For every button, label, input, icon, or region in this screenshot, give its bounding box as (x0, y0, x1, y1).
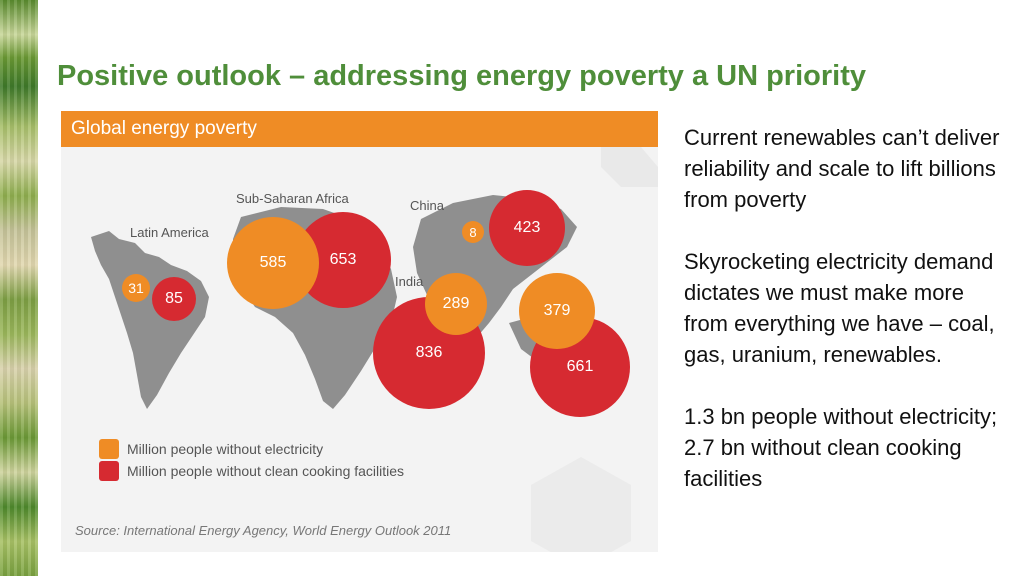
latin-america-shape (91, 231, 209, 409)
bubble-latin-america-electricity: 31 (122, 274, 150, 302)
infographic-title: Global energy poverty (71, 118, 257, 139)
legend-electricity: Million people without electricity (99, 439, 323, 459)
note-statistics: 1.3 bn people without electricity; 2.7 b… (684, 404, 998, 491)
label-latin-america: Latin America (130, 225, 209, 240)
legend-swatch-orange (99, 439, 119, 459)
bubble-china-electricity: 8 (462, 221, 484, 243)
notes-panel: Current renewables can’t deliver reliabi… (684, 122, 1004, 525)
note-renewables: Current renewables can’t deliver reliabi… (684, 125, 1000, 212)
infographic: Global energy poverty Latin America Sub-… (61, 111, 658, 552)
bubble-china-cooking: 423 (489, 190, 565, 266)
bubble-latin-america-cooking: 85 (152, 277, 196, 321)
decor-hexagon (531, 457, 631, 552)
legend-electricity-label: Million people without electricity (127, 441, 324, 457)
bubble-africa-electricity: 585 (227, 217, 319, 309)
infographic-header: Global energy poverty (61, 111, 658, 147)
slide-title: Positive outlook – addressing energy pov… (57, 60, 866, 92)
bubble-india-electricity: 289 (425, 273, 487, 335)
label-china: China (410, 198, 444, 213)
label-india: India (395, 274, 424, 289)
legend-swatch-red (99, 461, 119, 481)
legend-cooking: Million people without clean cooking fac… (99, 461, 404, 481)
label-sub-saharan-africa: Sub-Saharan Africa (236, 191, 349, 206)
note-demand: Skyrocketing electricity demand dictates… (684, 249, 995, 367)
legend-cooking-label: Million people without clean cooking fac… (127, 463, 405, 479)
decor-hexagon-small (601, 147, 658, 187)
bubble-other-asia-electricity: 379 (519, 273, 595, 349)
source-citation: Source: International Energy Agency, Wor… (75, 523, 452, 538)
decorative-strip (0, 0, 38, 576)
